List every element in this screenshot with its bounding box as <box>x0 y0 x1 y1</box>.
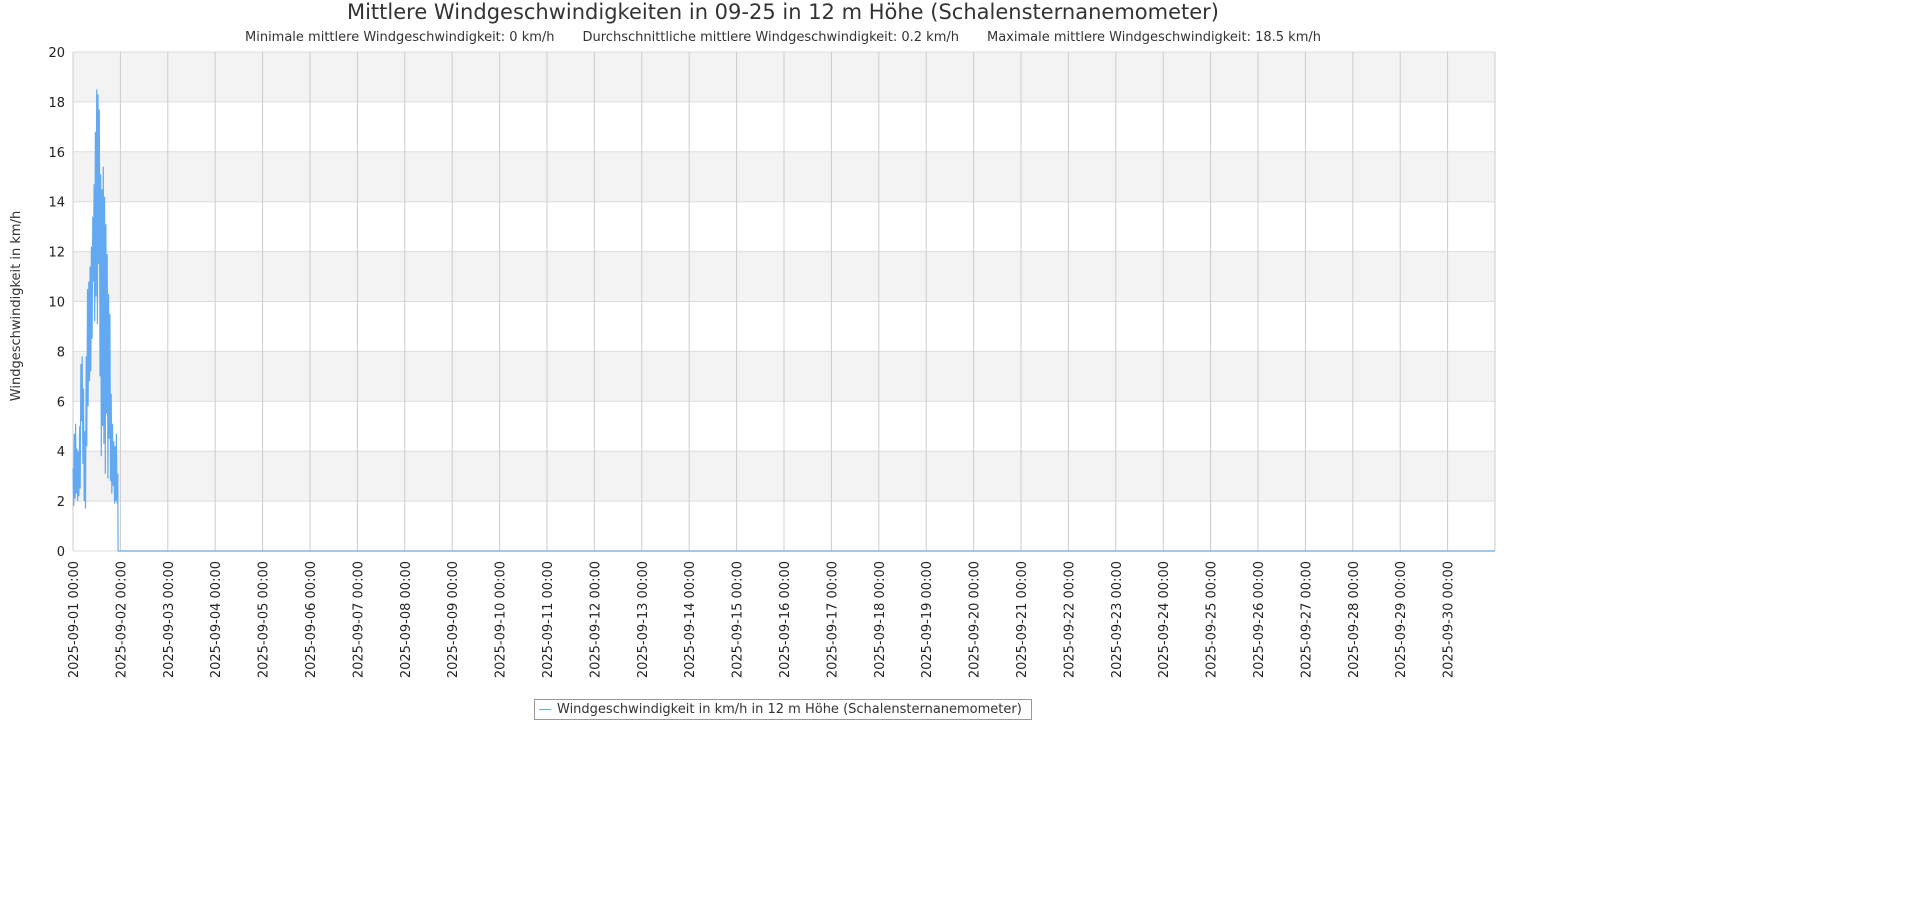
chart-subtitle: Minimale mittlere Windgeschwindigkeit: 0… <box>0 30 1566 45</box>
x-tick-label: 2025-09-07 00:00 <box>351 561 366 678</box>
x-tick-label: 2025-09-11 00:00 <box>541 561 556 678</box>
y-tick-label: 20 <box>48 46 65 61</box>
x-tick-label: 2025-09-18 00:00 <box>873 561 888 678</box>
x-tick-label: 2025-09-04 00:00 <box>209 561 224 678</box>
x-tick-label: 2025-09-15 00:00 <box>731 561 746 678</box>
x-tick-label: 2025-09-02 00:00 <box>114 561 129 678</box>
subtitle-avg: Durchschnittliche mittlere Windgeschwind… <box>582 30 960 45</box>
legend[interactable]: Windgeschwindigkeit in km/h in 12 m Höhe… <box>534 699 1032 720</box>
x-tick-label: 2025-09-06 00:00 <box>304 561 319 678</box>
subtitle-max: Maximale mittlere Windgeschwindigkeit: 1… <box>987 30 1321 45</box>
series-line <box>72 89 1495 552</box>
subtitle-min: Minimale mittlere Windgeschwindigkeit: 0… <box>245 30 555 45</box>
x-tick-label: 2025-09-22 00:00 <box>1062 561 1077 678</box>
x-tick-label: 2025-09-09 00:00 <box>446 561 461 678</box>
y-tick-label: 12 <box>48 246 65 261</box>
y-tick-label: 8 <box>57 345 65 360</box>
y-tick-label: 10 <box>48 296 65 311</box>
x-tick-label: 2025-09-24 00:00 <box>1157 561 1172 678</box>
y-axis-label: Windgeschwindigkeit in km/h <box>9 211 24 401</box>
x-tick-label: 2025-09-17 00:00 <box>825 561 840 678</box>
x-tick-label: 2025-09-14 00:00 <box>683 561 698 678</box>
x-tick-label: 2025-09-10 00:00 <box>494 561 509 678</box>
x-tick-label: 2025-09-20 00:00 <box>968 561 983 678</box>
x-tick-label: 2025-09-05 00:00 <box>257 561 272 678</box>
x-tick-label: 2025-09-29 00:00 <box>1394 561 1409 678</box>
y-tick-label: 16 <box>48 146 65 161</box>
x-tick-label: 2025-09-21 00:00 <box>1015 561 1030 678</box>
x-tick-label: 2025-09-16 00:00 <box>778 561 793 678</box>
legend-swatch <box>539 709 551 710</box>
x-tick-label: 2025-09-30 00:00 <box>1442 561 1457 678</box>
x-tick-label: 2025-09-08 00:00 <box>399 561 414 678</box>
x-tick-label: 2025-09-27 00:00 <box>1299 561 1314 678</box>
x-tick-label: 2025-09-19 00:00 <box>920 561 935 678</box>
x-tick-label: 2025-09-26 00:00 <box>1252 561 1267 678</box>
y-tick-label: 14 <box>48 196 65 211</box>
y-tick-label: 2 <box>57 495 65 510</box>
x-tick-label: 2025-09-25 00:00 <box>1205 561 1220 678</box>
x-tick-label: 2025-09-12 00:00 <box>588 561 603 678</box>
x-tick-label: 2025-09-03 00:00 <box>162 561 177 678</box>
x-tick-label: 2025-09-28 00:00 <box>1347 561 1362 678</box>
y-tick-label: 4 <box>57 445 65 460</box>
x-tick-label: 2025-09-23 00:00 <box>1110 561 1125 678</box>
y-tick-label: 18 <box>48 96 65 111</box>
y-tick-label: 0 <box>57 545 65 560</box>
x-tick-label: 2025-09-01 00:00 <box>67 561 82 678</box>
chart-title: Mittlere Windgeschwindigkeiten in 09-25 … <box>346 0 1220 24</box>
legend-label: Windgeschwindigkeit in km/h in 12 m Höhe… <box>557 702 1022 717</box>
x-tick-label: 2025-09-13 00:00 <box>636 561 651 678</box>
y-tick-label: 6 <box>57 395 65 410</box>
